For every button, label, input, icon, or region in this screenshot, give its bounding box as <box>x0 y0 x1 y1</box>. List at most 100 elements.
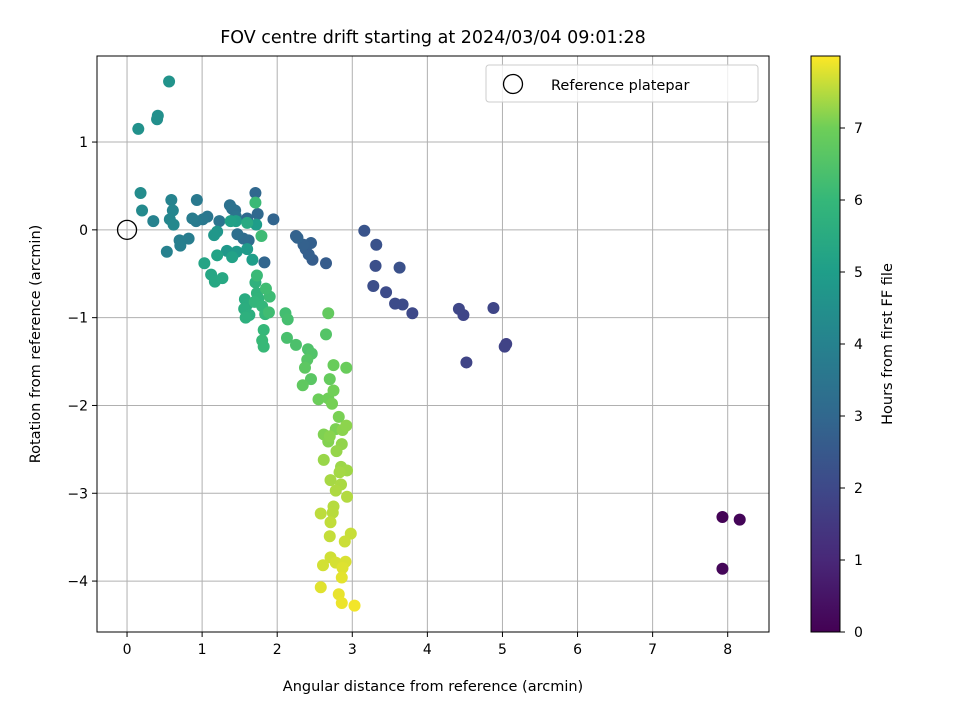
x-tick-label: 8 <box>723 642 732 658</box>
data-point <box>257 340 270 353</box>
chart-title: FOV centre drift starting at 2024/03/04 … <box>220 28 646 48</box>
data-point <box>255 230 268 242</box>
data-point <box>322 307 335 320</box>
legend-reference-marker <box>502 73 524 95</box>
data-point <box>335 597 348 610</box>
y-tick-label: −3 <box>67 486 88 502</box>
data-point <box>246 253 259 266</box>
data-point <box>249 186 262 199</box>
data-point <box>174 239 187 252</box>
x-tick-label: 3 <box>348 642 357 658</box>
data-point <box>369 259 382 272</box>
colorbar-gradient <box>810 55 841 633</box>
colorbar-tick-label: 3 <box>854 409 863 425</box>
data-point <box>389 297 402 310</box>
data-point <box>259 282 272 295</box>
x-tick-label: 6 <box>573 642 582 658</box>
legend: Reference platepar <box>485 64 759 103</box>
data-point <box>231 228 244 241</box>
data-point <box>326 506 339 519</box>
data-point <box>151 109 164 122</box>
data-point <box>330 445 343 458</box>
x-tick-label: 7 <box>648 642 657 658</box>
data-point <box>147 215 160 228</box>
y-tick-label: 1 <box>79 135 88 151</box>
x-tick-label: 0 <box>123 642 132 658</box>
colorbar-tick-label: 1 <box>854 553 863 569</box>
x-tick-label: 2 <box>273 642 282 658</box>
reference-marker-group <box>116 219 138 241</box>
data-point <box>329 484 342 497</box>
legend-entry-label: Reference platepar <box>551 78 689 94</box>
data-point <box>320 257 333 270</box>
data-point <box>226 251 239 264</box>
data-point <box>280 331 293 344</box>
data-point <box>323 530 336 543</box>
data-point <box>211 249 224 262</box>
data-point <box>291 231 304 244</box>
data-point <box>393 261 406 274</box>
data-point <box>163 75 176 88</box>
data-point <box>160 245 173 258</box>
data-point <box>340 419 353 432</box>
data-point <box>132 122 145 135</box>
data-point <box>167 218 180 231</box>
data-point <box>487 302 500 314</box>
data-point <box>239 311 252 324</box>
y-tick-label: −4 <box>67 574 88 590</box>
data-point <box>460 356 473 369</box>
data-point <box>304 373 317 386</box>
data-point <box>136 204 149 217</box>
y-tick-label: −2 <box>67 398 88 414</box>
data-point <box>338 535 351 548</box>
data-point <box>198 257 211 270</box>
data-point <box>289 338 302 351</box>
data-point <box>241 216 254 229</box>
plot-frame <box>96 55 770 633</box>
data-point <box>324 474 337 487</box>
data-point <box>406 307 419 320</box>
colorbar-tick-label: 7 <box>854 121 863 137</box>
data-point <box>216 272 229 285</box>
data-point <box>281 313 294 326</box>
data-point <box>324 516 337 529</box>
data-point <box>134 186 147 199</box>
data-point <box>340 361 353 374</box>
colorbar: 0 1 2 3 4 5 6 7 Hours from first FF file <box>810 55 896 641</box>
data-point <box>336 561 349 574</box>
data-point <box>358 224 371 237</box>
data-point <box>208 229 221 242</box>
data-point <box>296 379 309 392</box>
data-point <box>332 410 345 423</box>
x-tick-label: 1 <box>198 642 207 658</box>
data-point <box>190 194 203 206</box>
data-point <box>267 213 280 226</box>
data-point <box>314 581 327 594</box>
data-point <box>186 212 199 225</box>
data-point <box>298 361 311 374</box>
data-point <box>323 373 336 386</box>
data-point <box>327 359 340 372</box>
data-point <box>716 510 729 523</box>
data-point <box>733 513 746 526</box>
data-point <box>241 243 254 256</box>
data-point <box>258 256 271 269</box>
data-point <box>257 323 270 336</box>
data-points <box>132 75 746 612</box>
data-point <box>323 430 336 443</box>
data-point <box>314 507 327 520</box>
data-point <box>326 397 339 410</box>
colorbar-tick-label: 5 <box>854 265 863 281</box>
data-point <box>312 393 325 406</box>
data-point <box>317 559 330 572</box>
y-tick-label: −1 <box>67 311 88 327</box>
data-point <box>182 232 195 245</box>
data-point <box>224 215 237 228</box>
colorbar-ticks: 0 1 2 3 4 5 6 7 <box>840 121 863 641</box>
y-axis-ticks: −4 −3 −2 −1 0 1 <box>67 135 97 590</box>
data-point <box>370 238 383 251</box>
data-point <box>367 280 380 293</box>
data-point <box>327 384 340 397</box>
colorbar-tick-label: 6 <box>854 193 863 209</box>
